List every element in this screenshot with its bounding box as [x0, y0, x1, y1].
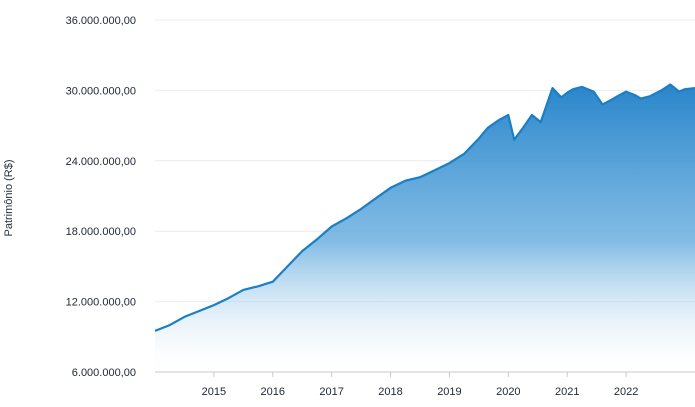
y-tick-labels: 6.000.000,00 12.000.000,00 18.000.000,00 24…	[66, 15, 136, 379]
y-tick-label: 24.000.000,00	[66, 156, 136, 168]
x-tick-label: 2021	[555, 386, 579, 398]
x-tick-label: 2015	[202, 386, 226, 398]
x-tick-label: 2017	[319, 386, 343, 398]
axis-layer	[155, 371, 695, 377]
series-area-fill	[155, 84, 695, 372]
y-tick-label: 30.000.000,00	[66, 85, 136, 97]
x-tick-labels: 2015 2016 2017 2018 2019 2020 2021 2022	[202, 386, 639, 398]
series-line	[154, 83, 695, 332]
y-tick-label: 12.000.000,00	[66, 297, 136, 309]
x-tick-label: 2016	[261, 386, 285, 398]
y-tick-label: 36.000.000,00	[66, 15, 136, 27]
y-tick-label: 18.000.000,00	[66, 226, 136, 238]
x-tick-label: 2022	[614, 386, 638, 398]
x-tick-label: 2019	[437, 386, 461, 398]
x-tick-label: 2018	[378, 386, 402, 398]
area-layer	[154, 83, 695, 372]
x-tick-label: 2020	[496, 386, 520, 398]
y-axis-title: Patrimônio (R$)	[3, 159, 15, 236]
y-tick-label: 6.000.000,00	[72, 367, 136, 379]
